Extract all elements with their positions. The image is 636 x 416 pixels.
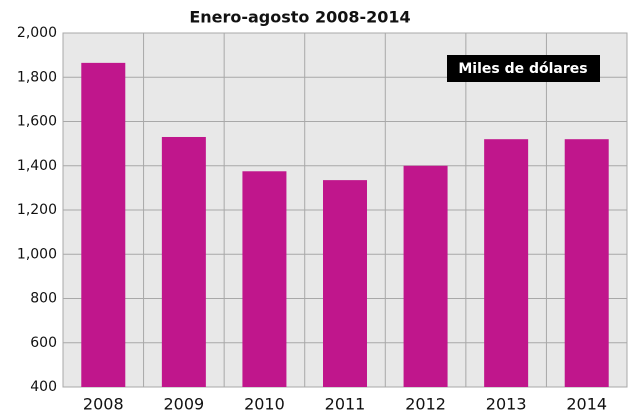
x-tick-label: 2010 xyxy=(244,395,285,414)
x-tick-label: 2009 xyxy=(163,395,204,414)
y-tick-label: 2,000 xyxy=(17,25,57,41)
x-tick-label: 2014 xyxy=(566,395,607,414)
bar xyxy=(323,180,367,387)
bar xyxy=(403,165,448,387)
x-tick-label: 2012 xyxy=(405,395,446,414)
y-tick-label: 800 xyxy=(30,291,57,307)
y-tick-label: 1,000 xyxy=(17,246,57,262)
x-tick-label: 2013 xyxy=(486,395,527,414)
annotation: Miles de dólares xyxy=(458,61,587,77)
bar xyxy=(242,171,287,387)
y-tick-label: 1,600 xyxy=(17,114,57,130)
y-tick-label: 600 xyxy=(30,335,57,351)
x-tick-label: 2008 xyxy=(83,395,124,414)
x-tick-label: 2011 xyxy=(325,395,366,414)
bar xyxy=(484,139,529,387)
bar xyxy=(81,62,126,388)
y-tick-label: 400 xyxy=(30,379,57,395)
annotation-box xyxy=(447,55,600,82)
bar xyxy=(564,139,609,387)
y-tick-label: 1,800 xyxy=(17,69,57,85)
chart-subtitle: Enero-agosto 2008-2014 xyxy=(189,8,410,27)
y-tick-label: 1,400 xyxy=(17,158,57,174)
bar xyxy=(161,136,206,387)
y-tick-label: 1,200 xyxy=(17,202,57,218)
